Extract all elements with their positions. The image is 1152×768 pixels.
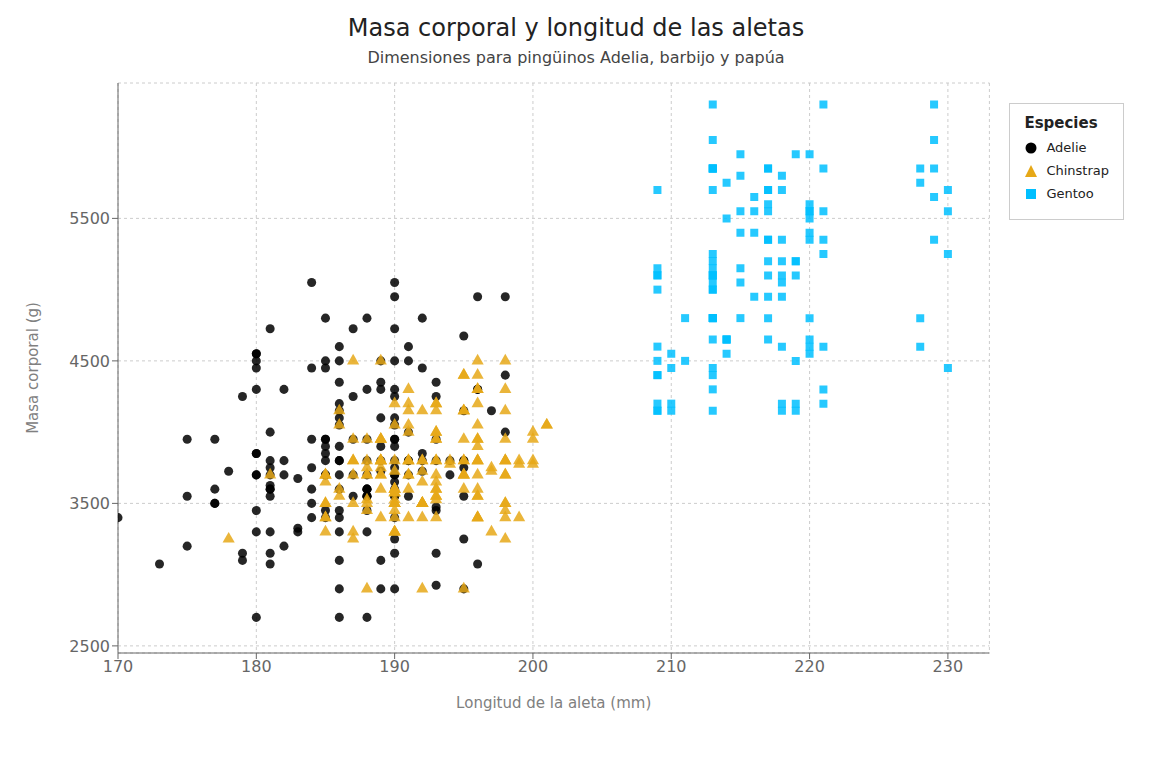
svg-text:230: 230 xyxy=(933,657,964,676)
svg-text:3500: 3500 xyxy=(69,494,110,513)
html-text:Masa corporal y longitud de la: Masa corporal y longitud de las aletas xyxy=(347,14,805,42)
svg-text:Masa corporal (g): Masa corporal (g) xyxy=(24,302,42,434)
html-text:Dimensiones para pingüinos Ade: Dimensiones para pingüinos Adelia, barbi… xyxy=(367,48,785,67)
svg-text:200: 200 xyxy=(518,657,549,676)
svg-text:180: 180 xyxy=(241,657,272,676)
svg-text:2500: 2500 xyxy=(69,637,110,656)
svg-text:170: 170 xyxy=(103,657,134,676)
html-text:Especies: Especies xyxy=(1024,114,1098,132)
html-text:Chinstrap: Chinstrap xyxy=(1046,163,1109,178)
svg-text:220: 220 xyxy=(794,657,825,676)
html-text:Gentoo: Gentoo xyxy=(1046,186,1094,201)
svg-text:4500: 4500 xyxy=(69,352,110,371)
svg-text:Longitud de la aleta (mm): Longitud de la aleta (mm) xyxy=(456,694,651,712)
svg-text:210: 210 xyxy=(656,657,687,676)
svg-text:5500: 5500 xyxy=(69,209,110,228)
svg-text:190: 190 xyxy=(379,657,410,676)
html-text:Adelie: Adelie xyxy=(1046,140,1087,155)
